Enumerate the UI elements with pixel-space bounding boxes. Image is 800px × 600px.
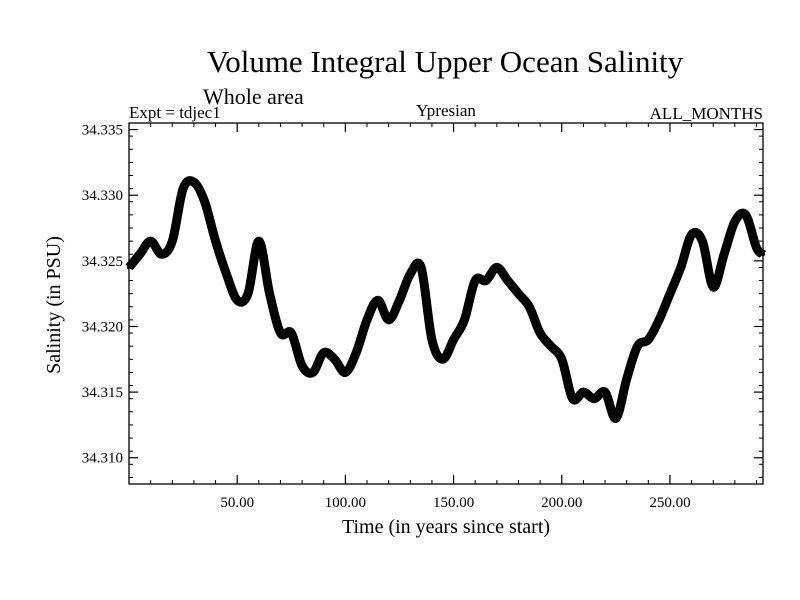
- x-tick-label: 150.00: [433, 495, 474, 511]
- x-tick-label: 200.00: [541, 495, 582, 511]
- series-point: [570, 396, 575, 401]
- series-point: [419, 265, 424, 270]
- series-point: [527, 304, 532, 309]
- series-point: [386, 317, 391, 322]
- y-tick-label: 34.310: [82, 451, 123, 467]
- x-tick-label: 100.00: [325, 495, 366, 511]
- series-point: [310, 370, 315, 375]
- chart-subtitle: Whole area: [203, 84, 304, 109]
- series-point: [181, 186, 186, 191]
- series-point: [592, 396, 597, 401]
- series-point: [451, 337, 456, 342]
- series-point: [732, 219, 737, 224]
- series-point: [635, 344, 640, 349]
- series-point: [657, 317, 662, 322]
- series-point: [191, 180, 196, 185]
- series-point: [127, 265, 131, 270]
- x-axis-label: Time (in years since start): [342, 516, 550, 538]
- chart-title: Volume Integral Upper Ocean Salinity: [207, 44, 684, 79]
- series-point: [743, 212, 748, 217]
- series-line: [128, 179, 764, 420]
- series-point: [613, 416, 618, 421]
- series-point: [408, 272, 413, 276]
- series-point: [375, 298, 380, 303]
- series-point: [256, 239, 261, 244]
- series-point: [365, 317, 369, 322]
- series-point: [289, 331, 294, 335]
- series-point: [462, 317, 467, 322]
- x-tick-label: 50.00: [220, 495, 254, 511]
- series-layer: [125, 176, 767, 423]
- series-point: [668, 291, 672, 296]
- series-point: [159, 252, 164, 257]
- series-point: [505, 278, 510, 283]
- series-point: [624, 377, 629, 381]
- period-label: Ypresian: [416, 101, 476, 120]
- series-point: [603, 390, 607, 395]
- series-point: [761, 252, 765, 257]
- series-point: [235, 298, 240, 303]
- series-point: [548, 344, 553, 349]
- x-tick-label: 250.00: [649, 495, 690, 511]
- series-point: [700, 239, 705, 244]
- y-tick-label: 34.320: [82, 319, 123, 335]
- series-point: [440, 357, 445, 362]
- experiment-label: Expt = tdjec1: [129, 103, 221, 122]
- y-tick-label: 34.330: [82, 188, 123, 204]
- series-point: [137, 252, 142, 257]
- series-point: [213, 239, 218, 244]
- series-point: [300, 363, 305, 368]
- months-label: ALL_MONTHS: [650, 104, 763, 123]
- series-point: [484, 278, 488, 283]
- y-axis-label: Salinity (in PSU): [43, 236, 65, 374]
- series-point: [267, 291, 272, 296]
- series-point: [581, 390, 586, 395]
- series-point: [494, 265, 499, 270]
- y-tick-label: 34.315: [82, 385, 123, 401]
- series-point: [170, 239, 175, 244]
- series-point: [689, 232, 694, 237]
- series-point: [224, 272, 229, 276]
- series-point: [148, 239, 153, 244]
- series-point: [321, 350, 326, 355]
- series-point: [343, 370, 348, 375]
- series-point: [754, 245, 759, 250]
- series-point: [559, 357, 564, 362]
- plot-frame: [128, 122, 764, 485]
- series-point: [722, 252, 727, 257]
- series-point: [278, 331, 283, 335]
- series-point: [473, 278, 478, 283]
- y-tick-label: 34.325: [82, 254, 123, 270]
- series-point: [711, 285, 716, 290]
- series-point: [354, 350, 359, 355]
- series-point: [202, 199, 207, 204]
- series-point: [246, 291, 250, 296]
- series-point: [678, 265, 683, 270]
- series-point: [332, 357, 337, 362]
- y-tick-label: 34.335: [82, 123, 123, 139]
- series-point: [429, 337, 434, 342]
- series-point: [397, 298, 402, 303]
- series-point: [516, 291, 521, 296]
- series-point: [646, 337, 651, 342]
- series-point: [538, 331, 543, 335]
